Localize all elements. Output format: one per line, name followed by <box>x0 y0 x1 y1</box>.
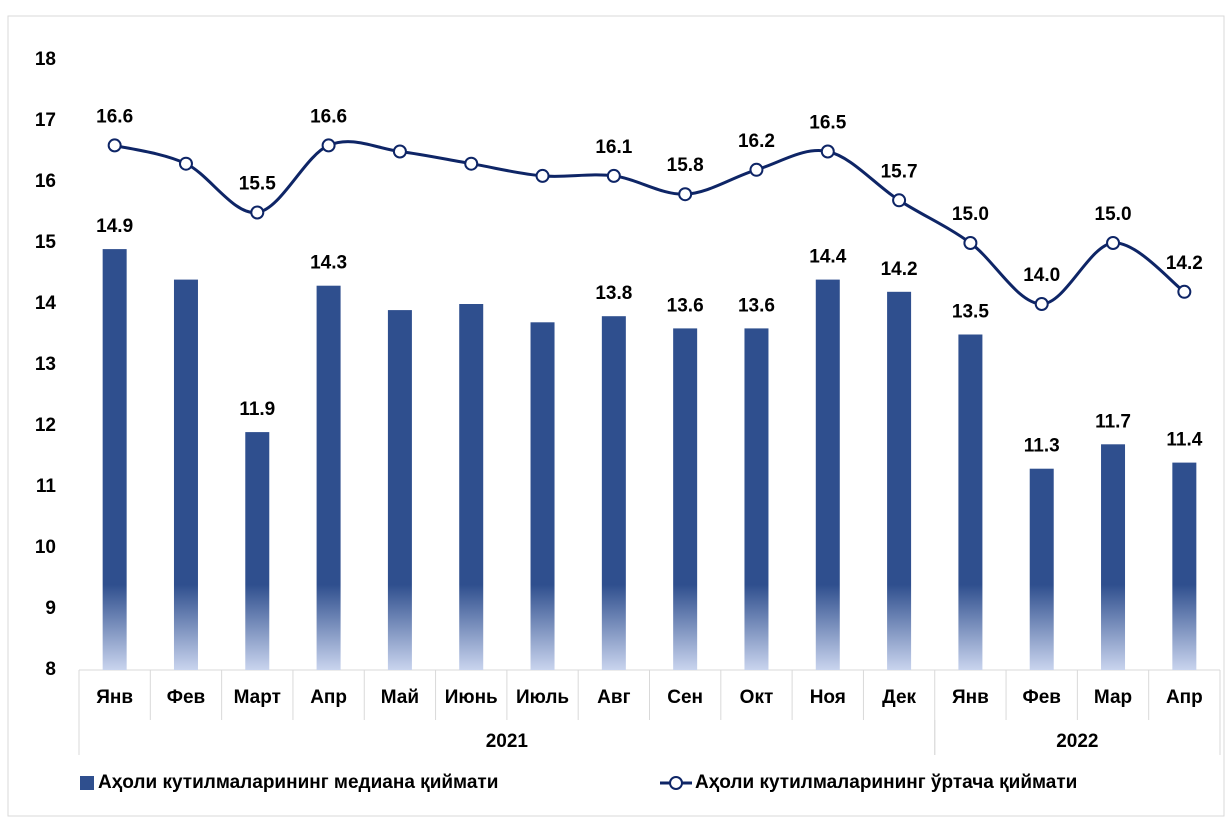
line-marker <box>820 144 835 159</box>
data-label: 11.4 <box>1166 430 1202 451</box>
line <box>114 140 1186 306</box>
x-tick-label: Янв <box>952 687 989 708</box>
data-label: 15.8 <box>667 155 704 176</box>
data-label: 14.4 <box>809 247 846 268</box>
bar <box>958 334 983 670</box>
data-label: 11.7 <box>1095 411 1131 432</box>
line-marker <box>107 138 122 153</box>
data-label: 15.5 <box>239 174 276 195</box>
data-label: 14.3 <box>310 253 347 274</box>
data-label: 16.5 <box>809 113 846 134</box>
legend-swatch <box>669 776 683 790</box>
bar <box>601 316 626 670</box>
data-label: 16.6 <box>96 106 133 127</box>
data-label: 14.0 <box>1023 265 1060 286</box>
y-tick-label: 12 <box>35 415 56 436</box>
bar <box>102 249 127 670</box>
group-label: 2021 <box>486 731 529 752</box>
legend-label: Аҳоли кутилмаларининг ўртача қиймати <box>695 772 1077 793</box>
line-marker <box>392 144 407 159</box>
bar <box>245 432 270 670</box>
line-marker <box>678 187 693 202</box>
bar <box>1101 444 1126 670</box>
line-marker <box>250 205 265 220</box>
x-tick-label: Апр <box>1166 687 1203 708</box>
x-tick-label: Июль <box>516 687 569 708</box>
x-tick-label: Ноя <box>810 687 846 708</box>
bar <box>316 285 341 670</box>
line-marker <box>1034 297 1049 311</box>
data-label: 15.0 <box>1095 204 1132 225</box>
y-tick-label: 9 <box>45 598 56 619</box>
y-tick-label: 13 <box>35 354 56 375</box>
data-label: 16.2 <box>738 131 775 152</box>
chart-border <box>7 15 1225 817</box>
data-label: 13.6 <box>667 295 704 316</box>
line-marker <box>321 138 336 153</box>
group-label: 2022 <box>1056 731 1098 752</box>
y-tick-label: 17 <box>35 110 56 131</box>
x-tick-label: Фев <box>167 687 205 708</box>
line-marker <box>892 193 907 208</box>
bar <box>673 328 698 670</box>
data-label: 11.9 <box>239 399 275 420</box>
line-marker <box>464 156 479 171</box>
data-label: 14.9 <box>96 216 133 237</box>
data-label: 13.5 <box>952 302 989 323</box>
y-tick-label: 16 <box>35 171 56 192</box>
x-tick-label: Сен <box>667 687 703 708</box>
y-tick-label: 14 <box>35 293 57 314</box>
data-label: 16.6 <box>310 106 347 127</box>
data-label: 15.7 <box>881 161 918 182</box>
data-label: 16.1 <box>595 137 632 158</box>
data-label: 14.2 <box>881 259 918 280</box>
bar <box>887 291 912 670</box>
bar <box>530 322 555 670</box>
bar <box>744 328 769 670</box>
legend-swatch <box>80 776 94 790</box>
x-tick-label: Июнь <box>445 687 498 708</box>
bar <box>173 279 198 670</box>
y-tick-label: 8 <box>45 659 56 680</box>
line-marker <box>178 156 193 171</box>
x-tick-label: Фев <box>1022 687 1060 708</box>
bar <box>387 310 412 670</box>
y-tick-label: 10 <box>35 537 56 558</box>
x-tick-label: Май <box>381 687 419 708</box>
y-tick-label: 11 <box>36 476 57 497</box>
bar <box>459 304 484 670</box>
x-tick-label: Мар <box>1094 687 1132 708</box>
line-marker <box>535 168 550 183</box>
data-label: 13.8 <box>595 283 632 304</box>
line-marker <box>1177 284 1192 299</box>
x-tick-label: Апр <box>310 687 347 708</box>
y-tick-label: 18 <box>35 49 56 70</box>
data-label: 15.0 <box>952 204 989 225</box>
data-label: 11.3 <box>1024 436 1060 457</box>
data-label: 13.6 <box>738 295 775 316</box>
x-tick-label: Дек <box>882 687 916 708</box>
line-marker <box>1106 236 1121 250</box>
x-tick-label: Янв <box>96 687 133 708</box>
line-marker <box>749 162 764 177</box>
line-marker <box>606 168 621 183</box>
x-tick-label: Окт <box>740 687 774 708</box>
line-marker <box>963 236 978 250</box>
bar <box>1029 468 1054 670</box>
x-tick-label: Авг <box>597 687 630 708</box>
data-label: 14.2 <box>1166 253 1203 274</box>
legend-label: Аҳоли кутилмаларининг медиана қиймати <box>98 772 498 793</box>
x-tick-label: Март <box>234 687 281 708</box>
y-tick-label: 15 <box>35 232 57 253</box>
bar <box>815 279 840 670</box>
bar <box>1172 462 1197 670</box>
